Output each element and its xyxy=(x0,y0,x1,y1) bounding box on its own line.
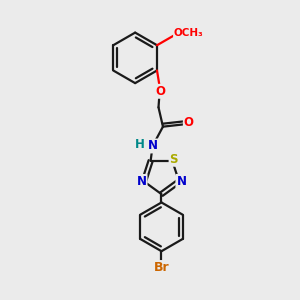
Text: N: N xyxy=(176,175,186,188)
Text: O: O xyxy=(155,85,165,98)
Text: OCH₃: OCH₃ xyxy=(174,28,204,38)
Text: O: O xyxy=(184,116,194,129)
Text: S: S xyxy=(169,153,178,166)
Text: Br: Br xyxy=(154,261,169,274)
Text: H: H xyxy=(135,138,145,151)
Text: N: N xyxy=(148,140,158,152)
Text: N: N xyxy=(136,175,147,188)
